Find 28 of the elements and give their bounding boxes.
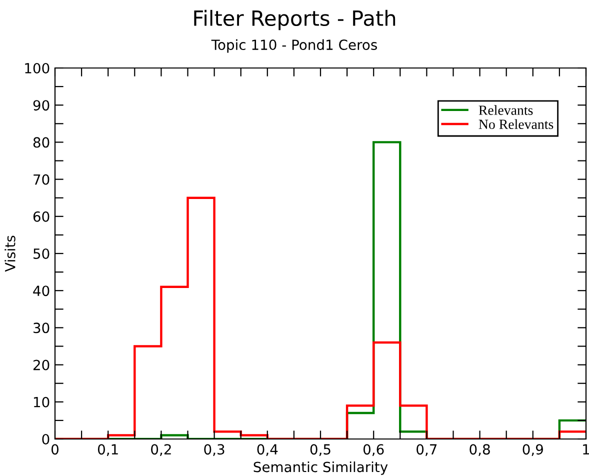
y-tick-label: 80: [33, 137, 50, 148]
x-tick-label: 0,4: [257, 444, 278, 456]
legend-label: Relevants: [478, 105, 533, 115]
y-tick-label: 0: [42, 434, 50, 444]
x-tick-label: 0,6: [363, 444, 384, 456]
x-tick-label: 0: [51, 444, 58, 455]
y-tick-label: 20: [33, 360, 50, 370]
y-tick-label: 10: [34, 396, 50, 408]
x-tick-label: 1: [583, 444, 589, 454]
x-tick-label: 0,5: [310, 444, 330, 456]
x-tick-label: 0,8: [470, 444, 490, 456]
y-tick-label: 40: [33, 286, 50, 296]
legend-label: No Relevants: [478, 119, 554, 130]
chart-title: Filter Reports - Path: [194, 10, 396, 30]
y-tick-label: 60: [33, 211, 50, 222]
y-tick-label: 30: [34, 322, 50, 334]
x-tick-label: 0,1: [98, 444, 118, 456]
x-tick-label: 0,3: [204, 444, 224, 456]
chart-subtitle: Topic 110 - Pond1 Ceros: [211, 39, 377, 53]
y-tick-label: 90: [33, 100, 50, 111]
y-tick-label: 100: [25, 62, 50, 74]
y-tick-label: 70: [34, 174, 50, 185]
x-tick-label: 0,2: [151, 444, 171, 456]
x-tick-label: 0,7: [416, 444, 437, 456]
y-tick-label: 50: [34, 248, 50, 259]
y-axis-title: Visits: [4, 236, 16, 272]
x-tick-label: 0,9: [522, 444, 543, 456]
x-axis-title: Semantic Similarity: [254, 461, 388, 475]
